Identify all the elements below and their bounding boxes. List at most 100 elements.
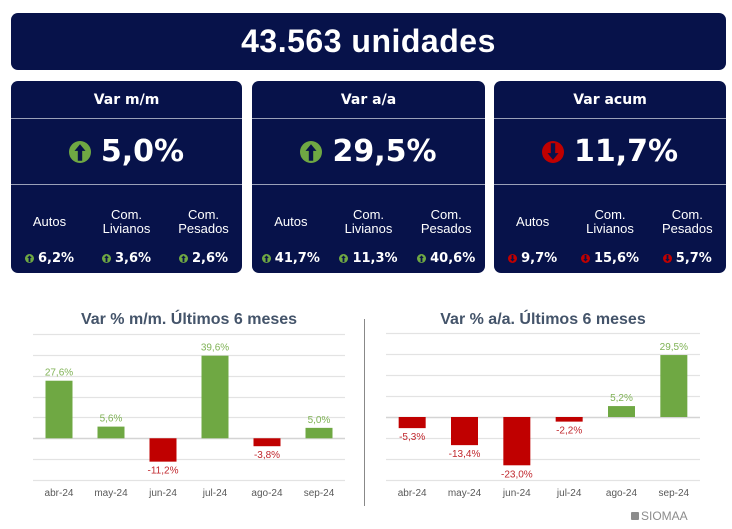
data-label: 5,6% <box>100 414 123 425</box>
sub-label-line2: Pesados <box>420 221 472 236</box>
sub-label-line1: Com. <box>594 207 626 222</box>
bar-jul-24 <box>555 417 583 422</box>
bar-sep-24 <box>660 355 688 417</box>
sub-label-line2: Livianos <box>344 221 393 236</box>
sub-value-row: 2,6% <box>178 251 229 266</box>
card-var-acum: Var acum 11,7% Autos 9,7% Com. Livianos 1… <box>494 81 726 273</box>
sub-com-pesados: Com. Pesados 2,6% <box>165 185 242 273</box>
data-label: 27,6% <box>45 368 73 379</box>
sub-value-row: 40,6% <box>417 251 475 266</box>
card-title: Var m/m <box>11 81 242 119</box>
card-value: 11,7% <box>573 134 679 169</box>
bar-sep-24 <box>305 427 333 439</box>
total-units-value: 43.563 unidades <box>241 23 496 59</box>
arrow-down-circle-icon <box>541 140 564 163</box>
card-value: 5,0% <box>100 134 185 169</box>
sub-label: Autos <box>274 201 307 243</box>
chart-title-mm: Var % m/m. Últimos 6 meses <box>80 311 298 328</box>
logo-mark-icon <box>631 512 639 520</box>
card-breakdown: Autos 41,7% Com. Livianos 11,3% Com. Pesad… <box>252 185 485 273</box>
sub-value-row: 3,6% <box>101 251 152 266</box>
sub-label-line1: Com. <box>430 207 462 222</box>
bar-jun-24 <box>503 417 531 466</box>
chart-var-mm: 27,6% abr-24 5,6% may-24 -11,2% jun-24 39,6% ju… <box>33 333 345 499</box>
arrow-up-circle-icon <box>300 140 323 163</box>
card-value: 29,5% <box>332 134 437 169</box>
sub-value-row: 9,7% <box>508 251 557 266</box>
sub-com-livianos: Com. Livianos 11,3% <box>330 185 408 273</box>
card-title: Var a/a <box>252 81 485 119</box>
sub-value: 40,6% <box>430 251 476 266</box>
x-tick-label: sep-24 <box>659 488 690 499</box>
sub-label-line2: Livianos <box>586 221 634 236</box>
data-label: -13,4% <box>449 449 481 460</box>
sub-label: Com. Livianos <box>103 201 151 243</box>
sub-value: 3,6% <box>114 251 152 266</box>
chart-var-aa: -5,3% abr-24 -13,4% may-24 -23,0% jun-24 -2,2%… <box>386 332 700 499</box>
x-tick-label: sep-24 <box>304 488 335 499</box>
sub-value-row: 11,3% <box>339 251 398 266</box>
arrow-up-circle-icon <box>101 253 111 264</box>
sub-com-livianos: Com. Livianos 15,6% <box>571 185 648 273</box>
sub-value: 41,7% <box>274 251 320 266</box>
sub-label: Com. Pesados <box>421 201 472 243</box>
card-main: 29,5% <box>252 119 485 185</box>
x-tick-label: jun-24 <box>502 488 531 499</box>
sub-label: Com. Pesados <box>662 201 713 243</box>
x-tick-label: abr-24 <box>398 488 427 499</box>
sub-value: 5,7% <box>675 251 712 266</box>
sub-label-line1: Com. <box>187 207 220 222</box>
bar-ago-24 <box>253 438 281 447</box>
sub-value-row: 6,2% <box>24 251 75 266</box>
sub-autos: Autos 6,2% <box>11 185 88 273</box>
arrow-up-circle-icon <box>178 253 188 264</box>
sub-value: 9,7% <box>521 251 558 266</box>
sub-label: Com. Livianos <box>586 201 634 243</box>
sub-value: 2,6% <box>191 251 229 266</box>
sub-com-livianos: Com. Livianos 3,6% <box>88 185 165 273</box>
sub-label: Com. Pesados <box>178 201 229 243</box>
sub-value-row: 15,6% <box>580 251 640 266</box>
bar-may-24 <box>451 417 478 446</box>
sub-value: 15,6% <box>593 251 640 266</box>
arrow-down-circle-icon <box>662 253 672 264</box>
siomaa-logo: SIOMAA <box>631 509 688 523</box>
card-breakdown: Autos 9,7% Com. Livianos 15,6% Com. Pesado… <box>494 185 726 273</box>
bar-jul-24 <box>201 355 229 439</box>
sub-label-line1: Com. <box>110 207 143 222</box>
sub-label-line2: Pesados <box>662 221 713 236</box>
data-label: 5,2% <box>610 393 633 404</box>
sub-label-line1: Autos <box>32 214 67 229</box>
sub-label: Autos <box>33 201 66 243</box>
data-label: 29,5% <box>660 342 688 353</box>
sub-label-line1: Autos <box>274 214 308 229</box>
data-label: 5,0% <box>308 415 331 426</box>
sub-label-line1: Autos <box>516 214 550 229</box>
chart-divider <box>364 319 365 506</box>
sub-label: Com. Livianos <box>345 201 393 243</box>
chart-title-aa: Var % a/a. Últimos 6 meses <box>440 311 646 328</box>
bar-abr-24 <box>398 417 426 429</box>
sub-autos: Autos 9,7% <box>494 185 571 273</box>
data-label: -5,3% <box>399 432 425 443</box>
x-tick-label: may-24 <box>94 488 128 499</box>
bar-may-24 <box>97 426 125 439</box>
bar-jun-24 <box>149 438 177 462</box>
data-label: 39,6% <box>201 343 229 354</box>
arrow-up-circle-icon <box>68 140 91 163</box>
sub-label: Autos <box>516 201 549 243</box>
sub-label-line1: Com. <box>352 207 385 222</box>
data-label: -3,8% <box>254 450 280 461</box>
sub-label-line2: Pesados <box>178 221 229 236</box>
sub-value-row: 5,7% <box>662 251 712 266</box>
data-label: -23,0% <box>501 469 533 480</box>
sub-value: 6,2% <box>37 251 75 266</box>
x-tick-label: jun-24 <box>148 488 177 499</box>
sub-label-line1: Com. <box>671 207 703 222</box>
card-var-aa: Var a/a 29,5% Autos 41,7% Com. Livianos 1… <box>252 81 485 273</box>
arrow-up-circle-icon <box>261 253 271 264</box>
sub-value: 11,3% <box>352 251 398 266</box>
x-tick-label: jul-24 <box>556 488 582 499</box>
data-label: -11,2% <box>148 466 179 477</box>
card-breakdown: Autos 6,2% Com. Livianos 3,6% Com. Pesados… <box>11 185 242 273</box>
